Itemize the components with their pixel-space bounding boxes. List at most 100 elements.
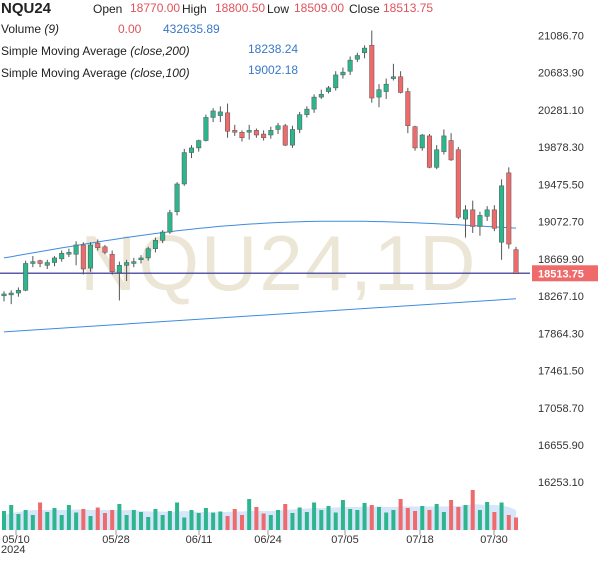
sma200-value: 18238.24 (248, 42, 299, 56)
volume-bar (477, 510, 482, 530)
symbol-title: NQU24 (1, 0, 52, 17)
candle-body (203, 117, 209, 141)
candle-body (232, 130, 238, 133)
volume-bar (506, 515, 511, 530)
candle-body (196, 140, 202, 149)
volume-bar (196, 513, 201, 530)
candle-body (239, 131, 245, 139)
close-value: 18513.75 (383, 1, 434, 15)
candle-body (160, 231, 166, 241)
candle-body (376, 89, 382, 98)
volume-bar (102, 513, 107, 530)
candle-body (95, 242, 101, 248)
candle-body (412, 126, 418, 149)
candle-body (362, 47, 368, 53)
volume-bar (312, 502, 317, 530)
volume-bar (456, 507, 461, 530)
volume-bar (485, 502, 490, 530)
volume-bar (225, 516, 230, 530)
x-tick-label: 07/30 (480, 534, 508, 546)
candle-body (491, 209, 497, 229)
candle-body (441, 135, 447, 152)
open-label: Open (93, 2, 123, 16)
volume-bar (203, 508, 208, 530)
volume-bar (376, 507, 381, 530)
volume-area (4, 504, 516, 530)
y-tick-label: 21086.70 (538, 30, 584, 42)
volume-legend: Volume (9) (1, 22, 59, 36)
volume-bar (319, 510, 324, 530)
candle-body (405, 91, 411, 126)
candle-body (354, 55, 360, 60)
open-value: 18770.00 (130, 1, 181, 15)
candle-body (66, 252, 72, 255)
low-label: Low (267, 2, 290, 16)
volume-bar (182, 517, 187, 530)
sma200-params: (close,200) (130, 44, 190, 58)
x-tick-label: 05/10 (2, 534, 30, 546)
sma100-legend: Simple Moving Average (close,100) (1, 66, 190, 80)
candle-body (463, 209, 469, 220)
candle-body (152, 240, 158, 249)
candle-body (124, 262, 130, 266)
volume-bar (218, 511, 223, 530)
candle-body (499, 185, 505, 243)
volume-bar (268, 515, 273, 530)
candle-body (261, 133, 267, 139)
volume-bar (362, 503, 367, 530)
high-value: 18800.50 (215, 1, 266, 15)
candle-body (304, 108, 310, 115)
x-tick-label: 07/18 (406, 534, 434, 546)
candle-body (470, 209, 476, 227)
low-value: 18509.00 (294, 1, 345, 15)
volume-bar (38, 502, 43, 530)
candle-body (109, 253, 115, 273)
volume-bar (247, 499, 252, 530)
volume-bar (384, 512, 389, 530)
candle-body (210, 110, 216, 118)
volume-bar (340, 500, 345, 530)
sma200-legend: Simple Moving Average (close,200) (1, 44, 190, 58)
price-badge-label: 18513.75 (538, 268, 584, 280)
candle-body (80, 244, 86, 270)
candle-body (138, 257, 144, 261)
y-tick-label: 17461.50 (538, 366, 584, 378)
volume-value-2: 432635.89 (163, 22, 220, 36)
sma200-line (3, 298, 517, 333)
sma200-label: Simple Moving Average (1, 44, 127, 58)
price-badge (532, 265, 598, 282)
candle-body (326, 87, 332, 92)
y-tick-label: 16253.10 (538, 477, 584, 489)
candle-body (181, 152, 187, 185)
candle-body (44, 262, 50, 266)
candle-body (73, 244, 79, 255)
volume-bar (232, 509, 237, 530)
candle-body (253, 130, 259, 136)
candle-body (51, 257, 57, 263)
candle-body (88, 244, 94, 269)
candle-body (246, 130, 252, 133)
volume-bar (239, 515, 244, 530)
volume-bar (276, 510, 281, 530)
candle-body (383, 83, 389, 92)
volume-bar (470, 490, 475, 530)
candle-body (426, 135, 432, 168)
candle-body (369, 45, 375, 99)
candle-body (275, 125, 281, 130)
volume-bar (160, 515, 165, 530)
y-tick-label: 19475.50 (538, 179, 584, 191)
y-tick-label: 18267.10 (538, 291, 584, 303)
y-tick-label: 17864.30 (538, 328, 584, 340)
candle-body (1, 293, 7, 297)
candle-body (102, 246, 108, 253)
x-tick-label: 07/05 (331, 534, 359, 546)
volume-bar (167, 511, 172, 530)
volume-bar (211, 512, 216, 530)
volume-bar (153, 509, 158, 530)
candle-body (59, 253, 65, 260)
candle-body (340, 71, 346, 76)
candle-body (318, 94, 324, 98)
volume-bar (74, 512, 79, 530)
